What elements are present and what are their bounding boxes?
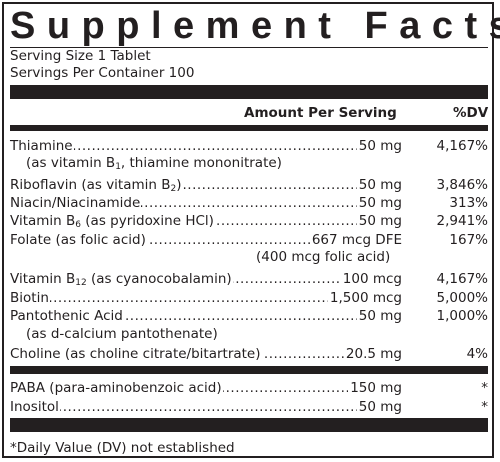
nutrient-name: Riboflavin (as vitamin B2) <box>10 177 183 194</box>
nutrient-row-vitamin-b12: ........................................… <box>10 271 488 288</box>
nutrient-row-folate: ........................................… <box>10 232 488 249</box>
leader-dots: ........................................… <box>10 290 402 306</box>
nutrient-name: Thiamine <box>10 138 74 155</box>
nutrient-row-biotin: ........................................… <box>10 290 488 307</box>
nutrient-dv: 3,846% <box>436 177 488 193</box>
nutrient-name: Vitamin B6 (as pyridoxine HCl) <box>10 213 215 230</box>
dv-header: %DV <box>453 105 489 121</box>
nutrient-name: Niacin/Niacinamide <box>10 195 142 212</box>
leader-dots: ........................................… <box>10 138 402 154</box>
nutrient-row-riboflavin: ........................................… <box>10 177 488 194</box>
nutrient-amount: 20.5 mg <box>343 346 402 363</box>
nutrient-amount: 50 mg <box>356 308 402 325</box>
thick-divider-top <box>10 85 488 99</box>
nutrient-dv: 2,941% <box>436 213 488 229</box>
nutrient-dv: 5,000% <box>436 290 488 306</box>
leader-dots: ........................................… <box>10 399 402 415</box>
nutrient-dv: 1,000% <box>436 308 488 324</box>
title-rule <box>10 47 488 48</box>
nutrient-amount: 100 mcg <box>340 271 402 288</box>
nutrient-amount: 667 mcg DFE <box>309 232 402 249</box>
nutrient-dv: * <box>481 380 488 396</box>
nutrient-name: Choline (as choline citrate/bitartrate) <box>10 346 262 363</box>
nutrient-dv: 313% <box>449 195 488 211</box>
header-divider <box>10 125 488 131</box>
nutrient-amount: 50 mg <box>356 138 402 155</box>
servings-per-container: Servings Per Container 100 <box>10 65 195 81</box>
panel-title: Supplement Facts <box>10 5 500 47</box>
nutrient-name: Inositol <box>10 399 60 416</box>
nutrient-amount: 50 mg <box>356 177 402 194</box>
nutrient-dv: 4,167% <box>436 271 488 287</box>
nutrient-row-niacin: ........................................… <box>10 195 488 212</box>
nutrient-dv: * <box>481 399 488 415</box>
nutrient-amount: 150 mg <box>348 380 402 397</box>
nutrient-row-inositol: ........................................… <box>10 399 488 416</box>
nutrient-amount: 1,500 mcg <box>327 290 402 307</box>
nutrient-dv: 4% <box>466 346 488 362</box>
amount-per-serving-header: Amount Per Serving <box>244 105 397 121</box>
mid-divider <box>10 366 488 374</box>
nutrient-amount: 50 mg <box>356 399 402 416</box>
folate-source-note: (400 mcg folic acid) <box>256 249 391 265</box>
nutrient-name: PABA (para-aminobenzoic acid) <box>10 380 223 397</box>
nutrient-row-choline: ........................................… <box>10 346 488 363</box>
thiamine-source-note: (as vitamin B1, thiamine mononitrate) <box>26 155 282 172</box>
nutrient-name: Biotin <box>10 290 50 307</box>
nutrient-dv: 167% <box>449 232 488 248</box>
nutrient-row-thiamine: ........................................… <box>10 138 488 155</box>
thick-divider-bottom <box>10 418 488 432</box>
footnote: *Daily Value (DV) not established <box>10 440 235 456</box>
nutrient-row-vitamin-b6: ........................................… <box>10 213 488 230</box>
nutrient-dv: 4,167% <box>436 138 488 154</box>
nutrient-row-pantothenic-acid: ........................................… <box>10 308 488 325</box>
nutrient-amount: 50 mg <box>356 195 402 212</box>
nutrient-name: Pantothenic Acid <box>10 308 124 325</box>
nutrient-name: Folate (as folic acid) <box>10 232 147 249</box>
nutrient-amount: 50 mg <box>356 213 402 230</box>
pantothenic-source-note: (as d-calcium pantothenate) <box>26 326 218 342</box>
serving-size: Serving Size 1 Tablet <box>10 48 151 64</box>
nutrient-name: Vitamin B12 (as cyanocobalamin) <box>10 271 233 288</box>
nutrient-row-paba: ........................................… <box>10 380 488 397</box>
